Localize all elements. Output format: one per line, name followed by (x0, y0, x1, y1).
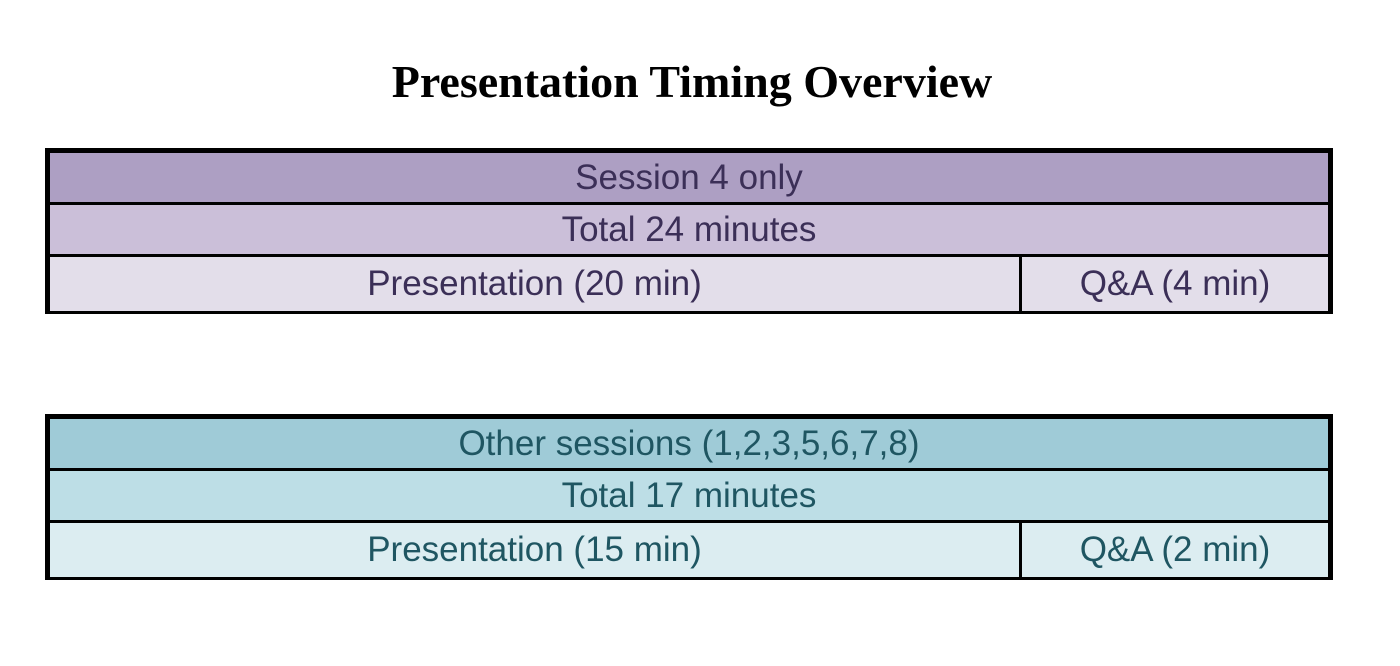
split-row: Presentation (20 min) Q&A (4 min) (50, 257, 1328, 311)
total-duration-cell: Total 17 minutes (50, 471, 1328, 520)
total-row: Total 24 minutes (50, 205, 1328, 257)
session-header-cell: Session 4 only (50, 153, 1328, 202)
split-row: Presentation (15 min) Q&A (2 min) (50, 523, 1328, 577)
presentation-duration-cell: Presentation (20 min) (50, 257, 1022, 311)
session-4-timing-table: Session 4 only Total 24 minutes Presenta… (45, 148, 1333, 314)
page-title: Presentation Timing Overview (391, 56, 993, 107)
session-header-cell: Other sessions (1,2,3,5,6,7,8) (50, 419, 1328, 468)
qa-duration-cell: Q&A (4 min) (1022, 257, 1328, 311)
header-row: Other sessions (1,2,3,5,6,7,8) (50, 419, 1328, 471)
presentation-duration-cell: Presentation (15 min) (50, 523, 1022, 577)
header-row: Session 4 only (50, 153, 1328, 205)
qa-duration-cell: Q&A (2 min) (1022, 523, 1328, 577)
total-row: Total 17 minutes (50, 471, 1328, 523)
total-duration-cell: Total 24 minutes (50, 205, 1328, 254)
other-sessions-timing-table: Other sessions (1,2,3,5,6,7,8) Total 17 … (45, 414, 1333, 580)
